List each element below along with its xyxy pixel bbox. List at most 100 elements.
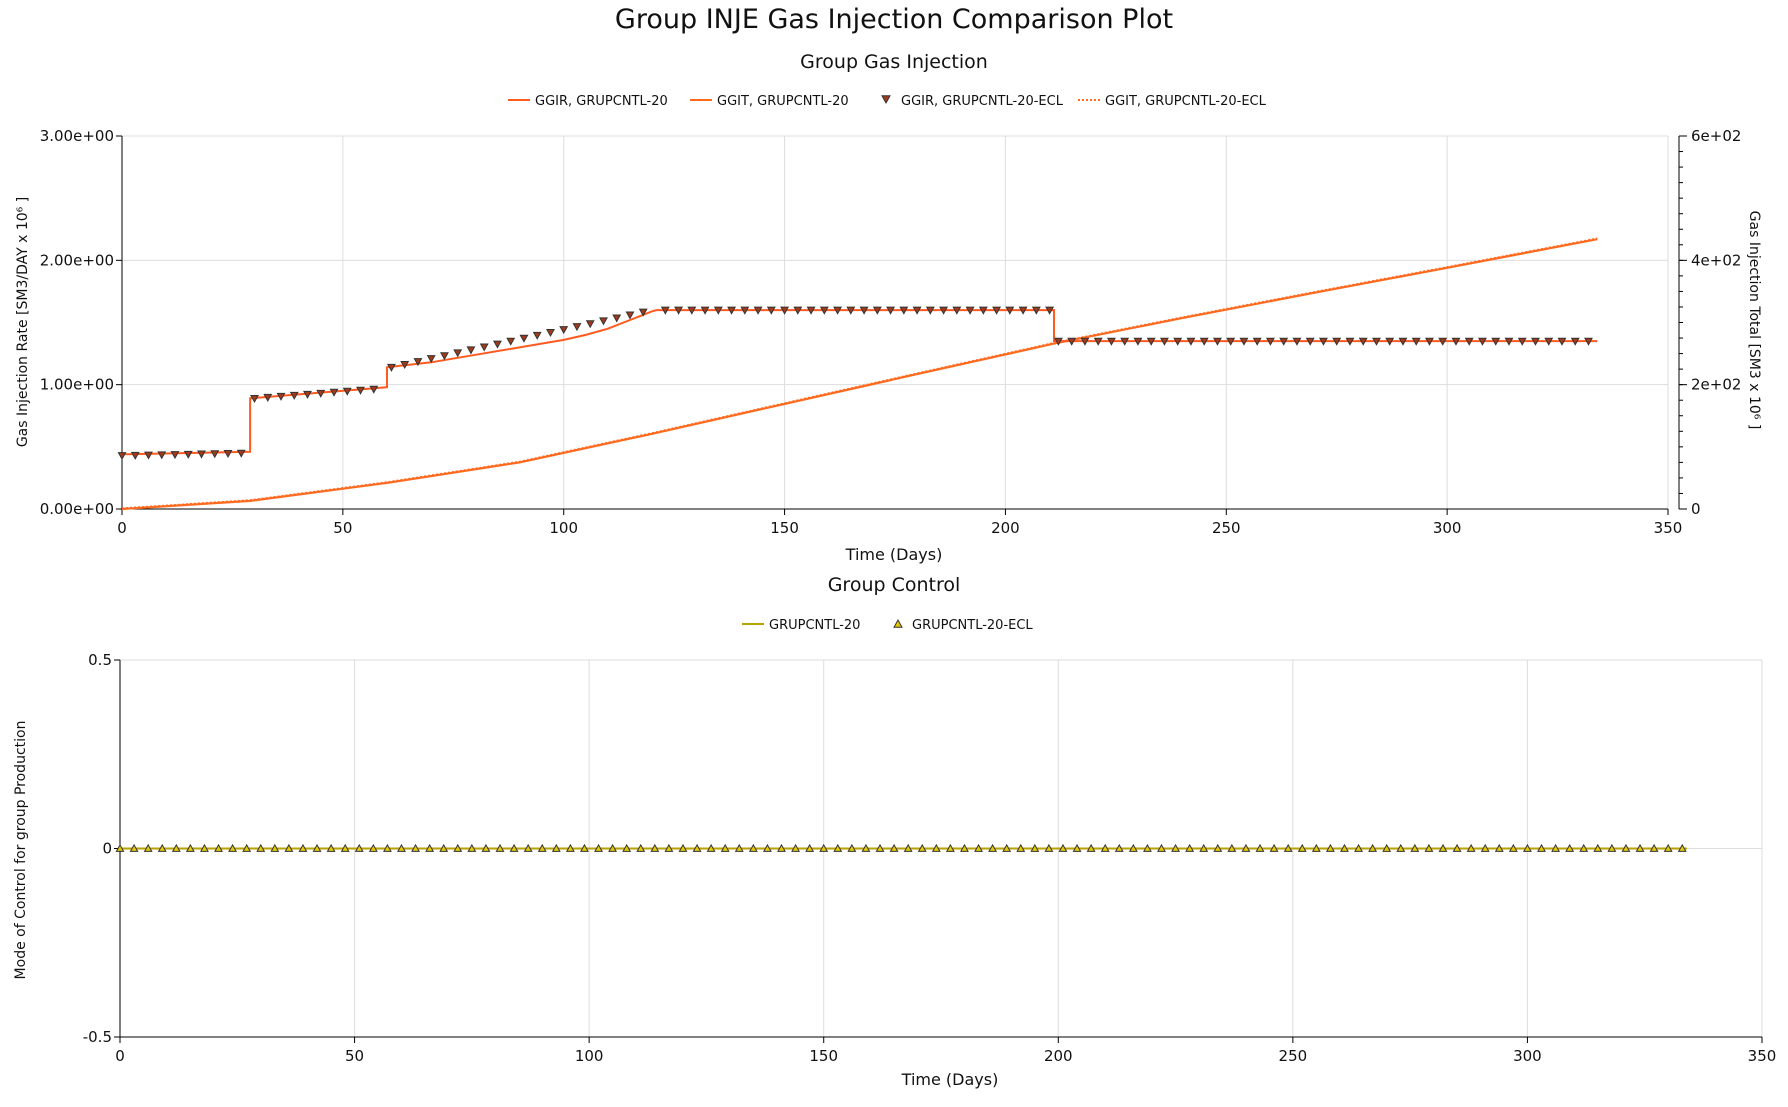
ggir-ecl-marker xyxy=(144,451,153,460)
ggir-ecl-marker xyxy=(978,306,988,315)
ggir-ecl-marker xyxy=(612,314,622,323)
control-ecl-marker xyxy=(1410,843,1420,852)
ggir-ecl-marker xyxy=(263,393,273,402)
control-ecl-marker xyxy=(580,843,589,852)
control-ecl-marker xyxy=(1579,843,1589,852)
control-ecl-marker xyxy=(1044,843,1054,852)
ggir-ecl-marker xyxy=(197,450,206,459)
chart1-y2-tick-label: 2e+02 xyxy=(1691,376,1741,394)
control-ecl-marker xyxy=(1100,843,1110,852)
ggir-ecl-marker xyxy=(479,343,489,352)
ggir-ecl-marker xyxy=(546,328,555,337)
chart1-x-tick-label: 0 xyxy=(117,519,127,537)
control-ecl-marker xyxy=(777,843,786,852)
chart1-y-tick-label: 0.00e+00 xyxy=(40,500,114,518)
ggit-line xyxy=(121,238,1598,511)
control-ecl-marker xyxy=(805,843,815,852)
ggir-ecl-marker xyxy=(780,306,790,315)
chart1-title: Group Gas Injection xyxy=(800,51,988,73)
ggir-ecl-marker xyxy=(1239,337,1249,346)
ggir-ecl-marker xyxy=(1018,306,1028,315)
control-ecl-marker xyxy=(1016,843,1026,852)
control-ecl-marker xyxy=(748,843,758,852)
control-ecl-marker xyxy=(340,843,350,852)
ggir-ecl-marker xyxy=(1544,337,1554,346)
ggir-ecl-marker xyxy=(519,334,529,343)
chart2-x-tick-label: 150 xyxy=(809,1047,838,1065)
ggir-ecl-marker xyxy=(130,451,140,460)
ggir-ecl-marker xyxy=(740,306,750,315)
ggir-ecl-marker xyxy=(1146,337,1156,346)
control-ecl-marker xyxy=(720,843,730,852)
ggir-ecl-marker xyxy=(466,346,476,355)
control-ecl-marker xyxy=(1311,843,1321,852)
chart1-x-tick-label: 350 xyxy=(1654,519,1683,537)
ggir-ecl-marker xyxy=(1213,337,1222,346)
control-ecl-marker xyxy=(1086,843,1096,852)
chart1-y2-tick-label: 4e+02 xyxy=(1691,251,1741,269)
ggir-ecl-marker xyxy=(559,326,569,335)
control-ecl-marker xyxy=(1663,843,1673,852)
control-ecl-marker xyxy=(228,843,238,852)
control-ecl-marker xyxy=(382,843,392,852)
chart1-y-tick-label: 1.00e+00 xyxy=(40,376,114,394)
ggir-ecl-marker xyxy=(1305,337,1315,346)
ggir-ecl-marker xyxy=(413,358,423,367)
chart2-legend-label: GRUPCNTL-20-ECL xyxy=(912,618,1033,633)
control-ecl-marker xyxy=(945,843,955,852)
control-ecl-marker xyxy=(1396,843,1406,852)
control-ecl-marker xyxy=(734,843,744,852)
ggir-ecl-marker xyxy=(952,306,962,315)
control-ecl-marker xyxy=(1382,843,1392,852)
ggir-ecl-marker xyxy=(585,320,595,329)
chart1-x-tick-label: 100 xyxy=(549,519,578,537)
ggir-ecl-marker xyxy=(1173,337,1183,346)
chart1-legend-label: GGIR, GRUPCNTL-20 xyxy=(535,94,668,109)
control-ecl-marker xyxy=(1157,843,1166,852)
ggir-ecl-marker xyxy=(506,337,516,346)
control-ecl-marker xyxy=(1466,843,1476,852)
ggir-ecl-marker xyxy=(1464,337,1474,346)
control-ecl-marker xyxy=(1269,843,1279,852)
control-ecl-marker xyxy=(974,843,983,852)
chart2-legend-label: GRUPCNTL-20 xyxy=(769,618,860,633)
control-ecl-marker xyxy=(453,843,463,852)
control-ecl-marker xyxy=(1227,843,1237,852)
chart2-y-axis-label: Mode of Control for group Production xyxy=(13,721,29,980)
control-ecl-marker xyxy=(495,843,505,852)
control-ecl-marker xyxy=(1185,843,1195,852)
control-ecl-marker xyxy=(1635,843,1645,852)
ggir-ecl-marker xyxy=(1053,337,1063,346)
ggir-ecl-marker xyxy=(1067,337,1077,346)
control-ecl-marker xyxy=(467,843,477,852)
control-ecl-marker xyxy=(1072,843,1082,852)
ggir-ecl-marker xyxy=(687,306,697,315)
ggir-ecl-marker xyxy=(426,355,436,364)
control-ecl-marker xyxy=(129,843,139,852)
ggir-ecl-marker xyxy=(965,306,975,315)
ggir-ecl-marker xyxy=(1045,306,1055,315)
control-ecl-marker xyxy=(199,843,209,852)
control-ecl-marker xyxy=(1368,843,1378,852)
ggir-ecl-marker xyxy=(210,450,220,459)
ggir-ecl-marker xyxy=(1438,337,1448,346)
control-ecl-marker xyxy=(706,843,716,852)
chart1-x-axis-label: Time (Days) xyxy=(845,545,943,564)
control-ecl-marker xyxy=(185,843,195,852)
control-ecl-marker xyxy=(242,843,252,852)
control-ecl-marker xyxy=(861,843,871,852)
chart2-x-tick-label: 350 xyxy=(1748,1047,1777,1065)
ggir-line xyxy=(121,309,1598,456)
control-ecl-marker xyxy=(1128,843,1138,852)
ggir-ecl-marker xyxy=(1093,337,1103,346)
control-ecl-marker xyxy=(397,843,406,852)
ggir-ecl-marker xyxy=(170,451,180,460)
ggir-ecl-marker xyxy=(872,306,882,315)
control-ecl-marker xyxy=(1565,843,1575,852)
ggir-ecl-marker xyxy=(1358,337,1368,346)
control-ecl-marker xyxy=(988,843,998,852)
ggir-ecl-marker xyxy=(572,323,582,332)
control-ecl-marker xyxy=(762,843,772,852)
ggir-ecl-marker xyxy=(674,306,684,315)
